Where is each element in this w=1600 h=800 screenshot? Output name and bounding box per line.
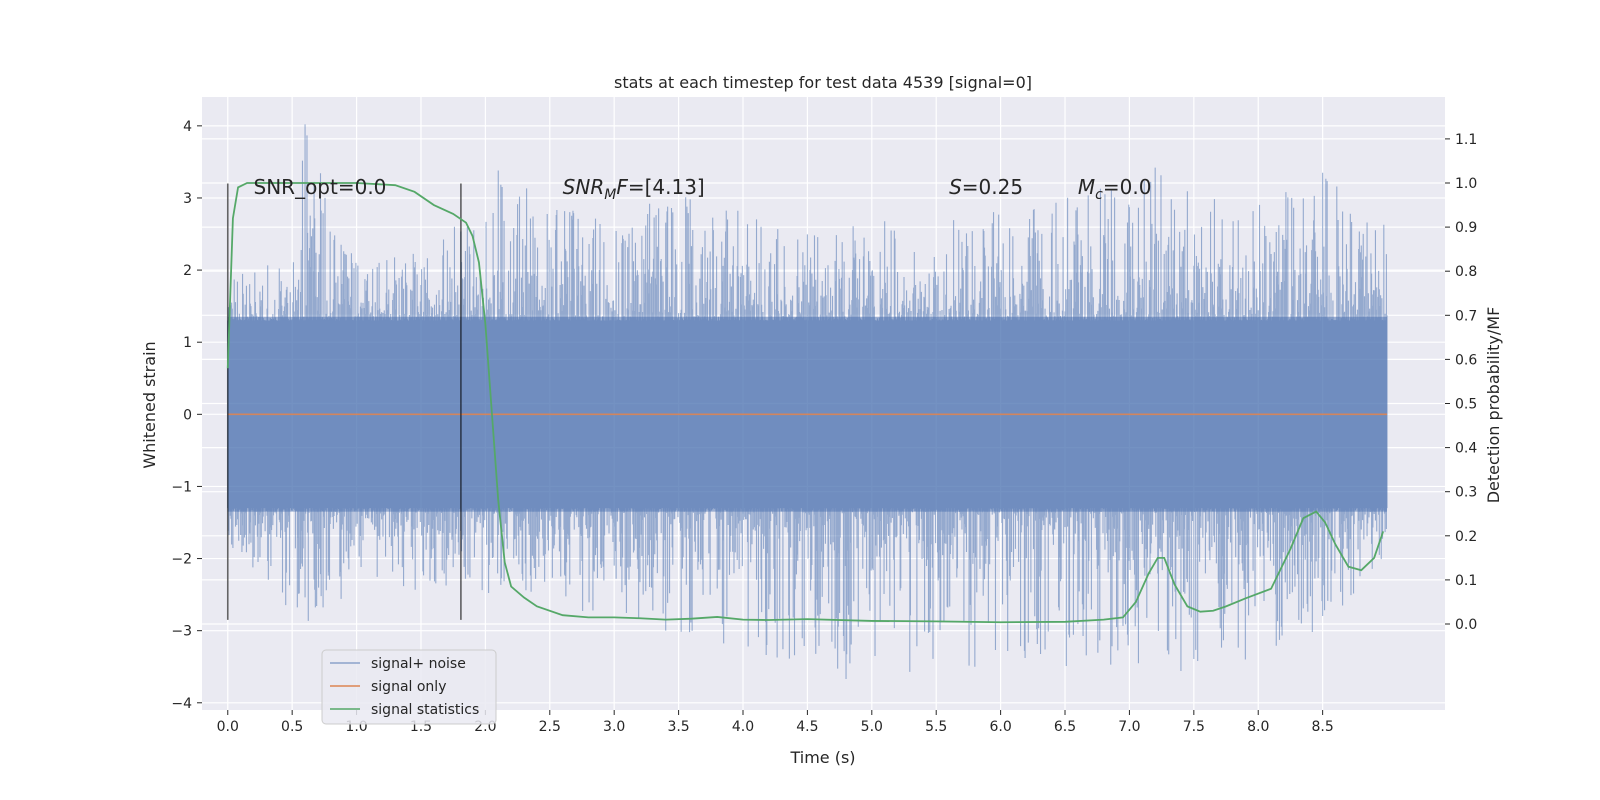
x-tick-label-10: 5.0	[861, 719, 883, 735]
yr-tick-label-0: 1.1	[1455, 132, 1477, 148]
y-right-axis-label: Detection probability/MF	[1484, 307, 1503, 504]
annotation-0: SNR_opt=0.0	[254, 175, 387, 199]
yr-tick-label-5: 0.6	[1455, 352, 1477, 368]
yl-tick-label-0: 4	[183, 119, 192, 135]
vertical-markers	[226, 183, 462, 620]
series-signal-statistics	[226, 182, 1385, 624]
x-tick-label-0: 0.0	[217, 719, 239, 735]
yl-tick-label-2: 2	[183, 263, 192, 279]
yr-tick-label-7: 0.4	[1455, 441, 1477, 457]
x-tick-label-5: 2.5	[539, 719, 561, 735]
y-right-axis-ticks: 1.1 1.0 0.9 0.8 0.7 0.6 0.5 0.4 0.3 0.2 0.1 0.0	[1445, 132, 1477, 633]
x-tick-label-17: 8.5	[1311, 719, 1333, 735]
yr-tick-label-10: 0.1	[1455, 573, 1477, 589]
legend: signal+ noise signal only signal statist…	[321, 649, 497, 725]
x-tick-label-13: 6.5	[1054, 719, 1076, 735]
annotations: SNR_opt=0.0 SNRMF=[4.13] S=0.25 Mc=0.0	[254, 175, 1152, 203]
yr-tick-label-11: 0.0	[1455, 617, 1477, 633]
yr-tick-label-2: 0.9	[1455, 220, 1477, 236]
yl-tick-label-1: 3	[183, 191, 192, 207]
x-tick-label-12: 6.0	[989, 719, 1011, 735]
x-tick-label-8: 4.0	[732, 719, 754, 735]
yr-tick-label-1: 1.0	[1455, 176, 1477, 192]
signal-statistics-line	[226, 182, 1385, 624]
legend-label-signal-only: signal only	[371, 679, 446, 695]
chart-title: stats at each timestep for test data 453…	[614, 73, 1032, 92]
x-tick-label-7: 3.5	[667, 719, 689, 735]
yr-tick-label-3: 0.8	[1455, 264, 1477, 280]
x-tick-label-15: 7.5	[1183, 719, 1205, 735]
x-tick-label-11: 5.5	[925, 719, 947, 735]
yl-tick-label-8: −4	[171, 696, 192, 712]
annotation-2: S=0.25	[949, 175, 1023, 199]
yr-tick-label-8: 0.3	[1455, 485, 1477, 501]
x-axis-ticks: 0.0 0.5 1.0 1.5 2.0 2.5 3.0 3.5 4.0 4.5 5.0 5.5 6.0 6…	[217, 710, 1334, 735]
x-tick-label-9: 4.5	[796, 719, 818, 735]
x-tick-label-14: 7.0	[1118, 719, 1140, 735]
annotation-3: Mc=0.0	[1078, 175, 1152, 203]
x-tick-label-16: 8.0	[1247, 719, 1269, 735]
yr-tick-label-9: 0.2	[1455, 529, 1477, 545]
x-tick-label-6: 3.0	[603, 719, 625, 735]
legend-box	[321, 649, 497, 725]
yl-tick-label-3: 1	[183, 335, 192, 351]
yl-tick-label-4: 0	[183, 407, 192, 423]
yl-tick-label-7: −3	[171, 624, 192, 640]
legend-label-signal-statistics: signal statistics	[371, 702, 479, 718]
legend-label-signal-noise: signal+ noise	[371, 656, 466, 672]
yl-tick-label-6: −2	[171, 552, 192, 568]
y-left-axis-ticks: 4 3 2 1 0 −1 −2 −3 −4	[171, 119, 202, 712]
y-left-axis-label: Whitened strain	[140, 341, 159, 468]
yr-tick-label-6: 0.5	[1455, 397, 1477, 413]
yl-tick-label-5: −1	[171, 479, 192, 495]
yr-tick-label-4: 0.7	[1455, 308, 1477, 324]
x-axis-label: Time (s)	[789, 748, 855, 767]
x-tick-label-1: 0.5	[281, 719, 303, 735]
annotation-1: SNRMF=[4.13]	[563, 175, 705, 203]
